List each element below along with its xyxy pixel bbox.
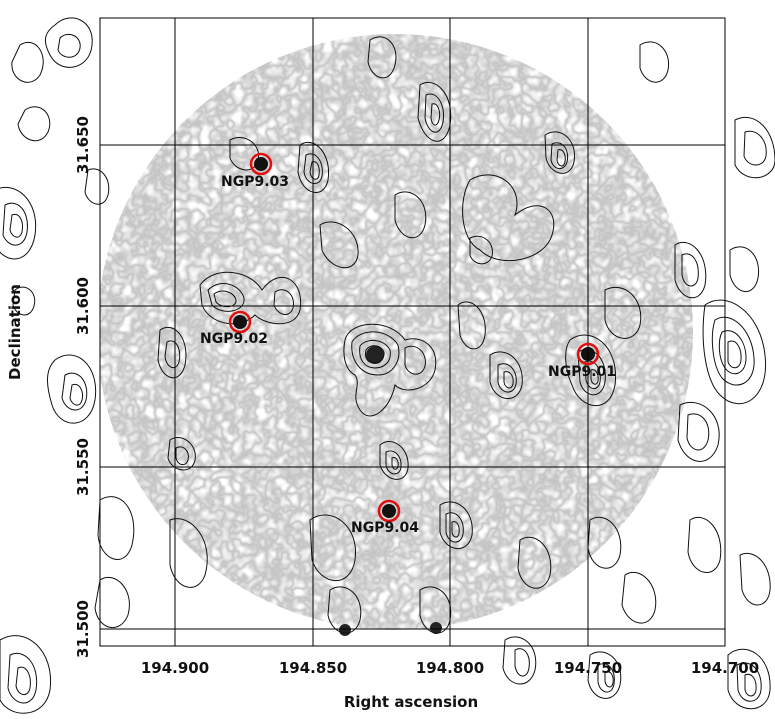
x-tick-label: 194.750 [554, 659, 622, 677]
source-label-ngp9-01: NGP9.01 [548, 364, 616, 380]
source-label-ngp9-03: NGP9.03 [221, 174, 289, 190]
y-axis-title: Declination [6, 284, 24, 380]
contour-overlay [0, 17, 775, 714]
source-markers [228, 152, 600, 523]
y-tick-label: 31.500 [74, 600, 92, 658]
x-tick-labels: 194.900 194.850 194.800 194.750 194.700 [141, 659, 759, 677]
x-tick-label: 194.850 [279, 659, 347, 677]
source-label-ngp9-02: NGP9.02 [200, 331, 268, 347]
x-tick-label: 194.700 [691, 659, 759, 677]
source-marker-ngp9-02 [228, 310, 252, 334]
source-marker-ngp9-03 [249, 152, 273, 176]
x-tick-label: 194.900 [141, 659, 209, 677]
y-tick-label: 31.550 [74, 438, 92, 496]
source-marker-ngp9-04 [377, 499, 401, 523]
x-axis-title: Right ascension [344, 693, 478, 711]
y-tick-label: 31.600 [74, 277, 92, 335]
intensity-map [100, 34, 693, 636]
y-tick-labels: 31.650 31.600 31.550 31.500 [74, 116, 92, 658]
x-tick-label: 194.800 [416, 659, 484, 677]
y-tick-label: 31.650 [74, 116, 92, 174]
source-labels: NGP9.01 NGP9.02 NGP9.03 NGP9.04 [200, 174, 616, 536]
source-marker-ngp9-01 [576, 342, 600, 366]
source-label-ngp9-04: NGP9.04 [351, 520, 419, 536]
